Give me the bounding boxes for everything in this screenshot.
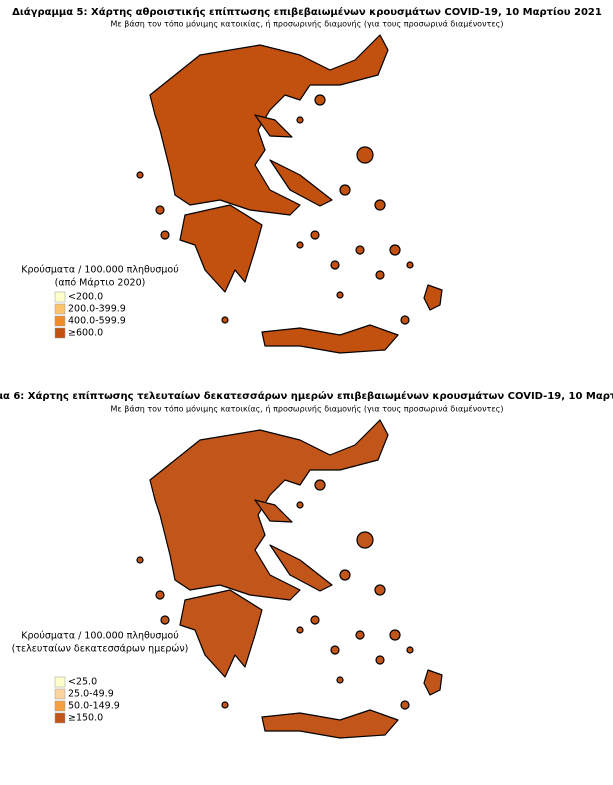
legend-title: Κρούσματα / 100.000 πληθυσμού xyxy=(21,631,178,642)
map-subtitle: Με βάση τον τόπο μόνιμης κατοικίας, ή πρ… xyxy=(111,404,504,414)
legend-swatch xyxy=(54,303,66,315)
legend-title: (τελευταίων δεκατεσσάρων ημερών) xyxy=(12,644,189,655)
legend-title: Κρούσματα / 100.000 πληθυσμού xyxy=(21,265,178,276)
legend-label: <25.0 xyxy=(68,677,97,688)
greece-map xyxy=(136,34,443,354)
legend-label: 50.0-149.9 xyxy=(68,701,120,712)
legend-swatch xyxy=(54,291,66,303)
legend-label: 200.0-399.9 xyxy=(68,304,126,315)
legend-swatch xyxy=(54,327,66,339)
map-title: Διάγραμμα 5: Χάρτης αθροιστικής επίπτωση… xyxy=(12,6,602,18)
legend-swatch xyxy=(54,700,66,712)
legend-label: 400.0-599.9 xyxy=(68,316,126,327)
greece-map xyxy=(136,419,443,739)
legend-swatch xyxy=(54,688,66,700)
legend-swatch xyxy=(54,712,66,724)
legend-label: ≥150.0 xyxy=(68,713,103,724)
legend-label: 25.0-49.9 xyxy=(68,689,114,700)
legend-title: (από Μάρτιο 2020) xyxy=(55,278,146,289)
legend-label: <200.0 xyxy=(68,292,103,303)
legend-label: ≥600.0 xyxy=(68,328,103,339)
legend-swatch xyxy=(54,676,66,688)
map-subtitle: Με βάση τον τόπο μόνιμης κατοικίας, ή πρ… xyxy=(111,19,504,29)
map-title: Διάγραμμα 6: Χάρτης επίπτωσης τελευταίων… xyxy=(0,390,613,402)
legend-swatch xyxy=(54,315,66,327)
